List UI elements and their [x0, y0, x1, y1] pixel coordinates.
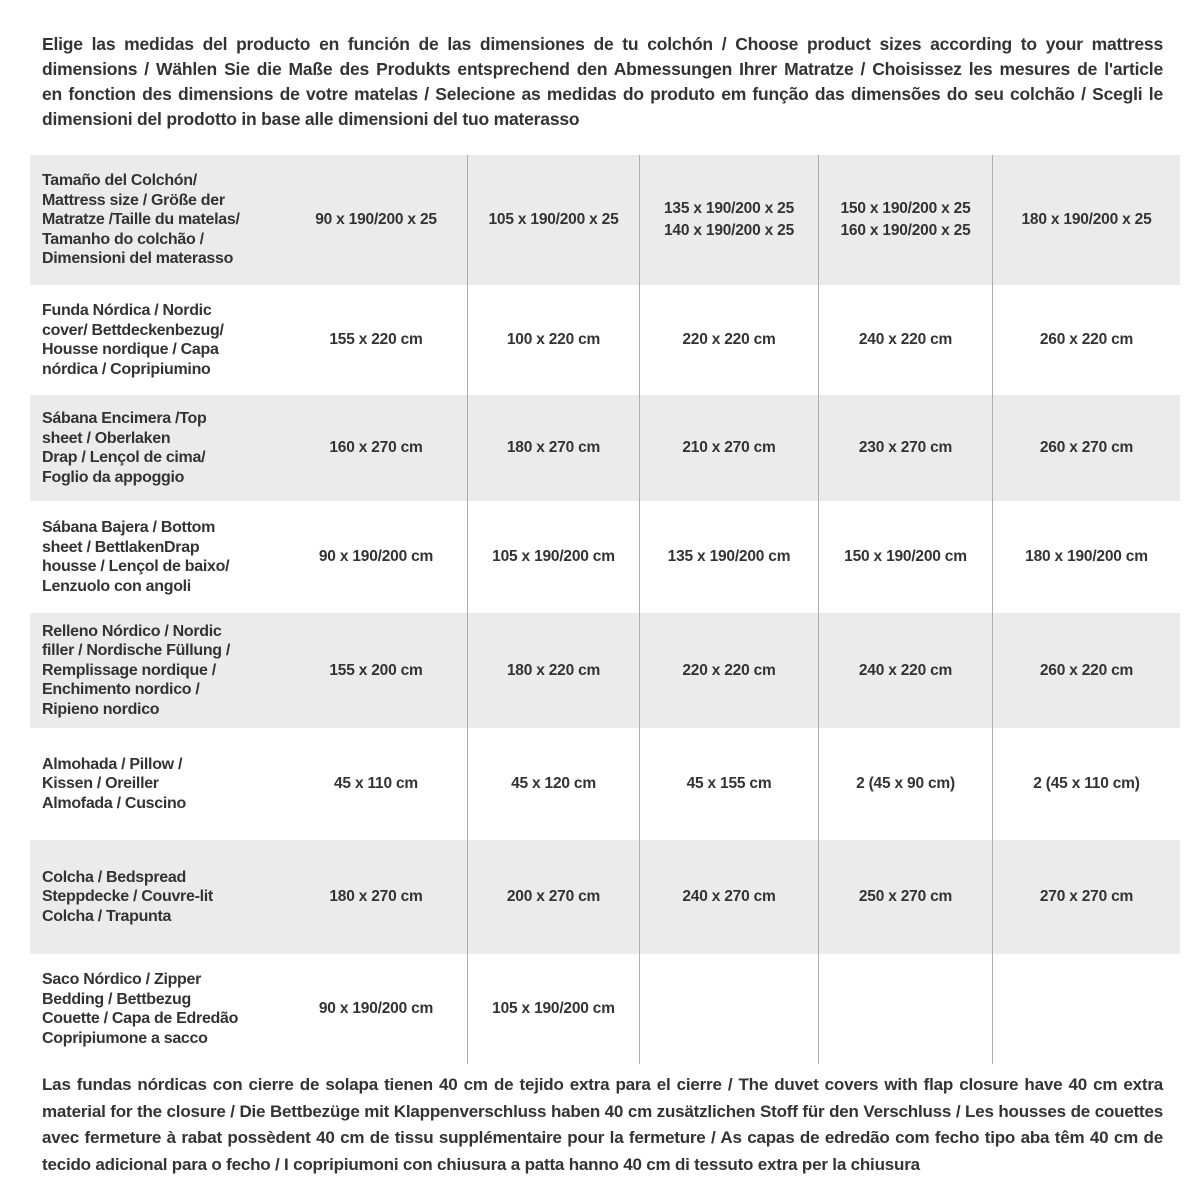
header-col-90: 90 x 190/200 x 25 — [315, 211, 437, 228]
table-cell: 105 x 190/200 cm — [467, 501, 639, 613]
table-cell: 2 (45 x 110 cm) — [992, 728, 1180, 840]
table-cell: 160 x 270 cm — [329, 439, 423, 456]
table-cell: 260 x 270 cm — [992, 395, 1180, 501]
table-cell: 45 x 120 cm — [467, 728, 639, 840]
intro-line: dimensioni del prodotto in base alle dim… — [42, 109, 580, 129]
table-cell: 240 x 220 cm — [818, 613, 992, 728]
table-header-row: Tamaño del Colchón/Mattress size / Größe… — [30, 155, 1180, 285]
footnote-line: avec fermeture à rabat possèdent 40 cm d… — [42, 1128, 1163, 1147]
row-label: Colcha / Bedspread Steppdecke / Couvre-li… — [42, 868, 213, 925]
footnote-line: Las fundas nórdicas con cierre de solapa… — [42, 1075, 1163, 1094]
footnote-line: material for the closure / Die Bettbezüg… — [42, 1101, 1163, 1121]
table-cell: 100 x 220 cm — [467, 285, 639, 395]
table-row-nordic-cover: Funda Nórdica / Nordic cover/ Bettdeckenb… — [30, 285, 1180, 395]
table-cell: 155 x 220 cm — [329, 331, 423, 348]
table-cell: 260 x 220 cm — [992, 285, 1180, 395]
table-row-bedspread: Colcha / Bedspread Steppdecke / Couvre-li… — [30, 840, 1180, 954]
size-table: Tamaño del Colchón/Mattress size / Größe… — [30, 155, 1180, 1064]
table-cell: 200 x 270 cm — [467, 840, 639, 954]
header-col-105: 105 x 190/200 x 25 — [467, 155, 639, 285]
table-cell-empty — [818, 954, 992, 1064]
header-col-180: 180 x 190/200 x 25 — [992, 155, 1180, 285]
table-row-pillow: Almohada / Pillow / Kissen / Oreiller Almo… — [30, 728, 1180, 840]
header-label-mattress-size: Tamaño del Colchón/Mattress size / Größe… — [42, 172, 240, 268]
row-label: Sábana Encimera /Top sheet / Oberlaken Dra… — [42, 410, 207, 486]
intro-line: en fonction des dimensions de votre mate… — [42, 84, 1163, 104]
table-row-zipper-bedding: Saco Nórdico / Zipper Bedding / Bettbezug… — [30, 954, 1180, 1064]
header-col-150-160: 150 x 190/200 x 25 160 x 190/200 x 25 — [818, 155, 992, 285]
row-label: Funda Nórdica / Nordic cover/ Bettdeckenb… — [42, 302, 224, 378]
row-label: Saco Nórdico / Zipper Bedding / Bettbezug… — [42, 971, 239, 1047]
table-cell: 240 x 270 cm — [639, 840, 818, 954]
intro-text: Elige las medidas del producto en funció… — [42, 32, 1163, 132]
table-cell: 45 x 110 cm — [334, 775, 418, 792]
intro-line: Elige las medidas del producto en funció… — [42, 34, 1163, 54]
table-row-top-sheet: Sábana Encimera /Top sheet / Oberlaken Dra… — [30, 395, 1180, 501]
table-cell: 150 x 190/200 cm — [818, 501, 992, 613]
row-label: Relleno Nórdico / Nordic filler / Nordisc… — [42, 622, 231, 718]
table-cell: 180 x 270 cm — [329, 888, 423, 905]
table-cell: 210 x 270 cm — [639, 395, 818, 501]
table-cell: 180 x 190/200 cm — [992, 501, 1180, 613]
row-label: Sábana Bajera / Bottom sheet / BettlakenD… — [42, 519, 230, 595]
table-cell: 90 x 190/200 cm — [318, 548, 434, 565]
table-row-bottom-sheet: Sábana Bajera / Bottom sheet / BettlakenD… — [30, 501, 1180, 613]
table-cell: 260 x 220 cm — [992, 613, 1180, 728]
table-cell-empty — [992, 954, 1180, 1064]
table-cell: 220 x 220 cm — [639, 285, 818, 395]
table-cell: 155 x 200 cm — [329, 661, 423, 679]
table-cell: 105 x 190/200 cm — [467, 954, 639, 1064]
row-label: Almohada / Pillow / Kissen / Oreiller Almo… — [42, 755, 186, 812]
table-cell: 90 x 190/200 cm — [318, 1000, 434, 1017]
table-cell: 45 x 155 cm — [639, 728, 818, 840]
header-col-135-140: 135 x 190/200 x 25 140 x 190/200 x 25 — [639, 155, 818, 285]
table-cell: 250 x 270 cm — [818, 840, 992, 954]
table-cell: 135 x 190/200 cm — [639, 501, 818, 613]
table-cell: 220 x 220 cm — [639, 613, 818, 728]
table-cell: 270 x 270 cm — [992, 840, 1180, 954]
table-cell-empty — [639, 954, 818, 1064]
table-cell: 230 x 270 cm — [818, 395, 992, 501]
intro-line: dimensions / Wählen Sie die Maße des Pro… — [42, 59, 1163, 79]
table-cell: 180 x 270 cm — [467, 395, 639, 501]
table-cell: 240 x 220 cm — [818, 285, 992, 395]
table-cell: 2 (45 x 90 cm) — [818, 728, 992, 840]
table-cell: 180 x 220 cm — [467, 613, 639, 728]
footnote-line: tecido adicional para o fecho / I coprip… — [42, 1154, 920, 1174]
footnote-text: Las fundas nórdicas con cierre de solapa… — [42, 1072, 1163, 1178]
table-row-nordic-filler: Relleno Nórdico / Nordic filler / Nordisc… — [30, 613, 1180, 728]
